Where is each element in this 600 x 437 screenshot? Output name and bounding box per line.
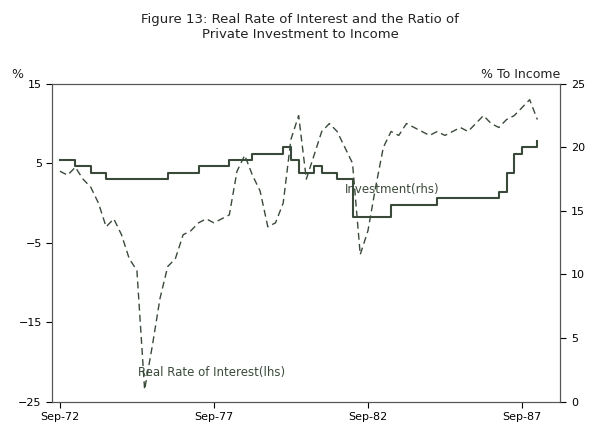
Text: % To Income: % To Income bbox=[481, 68, 560, 81]
Text: Investment(rhs): Investment(rhs) bbox=[345, 183, 439, 196]
Text: %: % bbox=[11, 68, 23, 81]
Text: Figure 13: Real Rate of Interest and the Ratio of
Private Investment to Income: Figure 13: Real Rate of Interest and the… bbox=[141, 13, 459, 41]
Text: Real Rate of Interest(lhs): Real Rate of Interest(lhs) bbox=[139, 366, 286, 379]
